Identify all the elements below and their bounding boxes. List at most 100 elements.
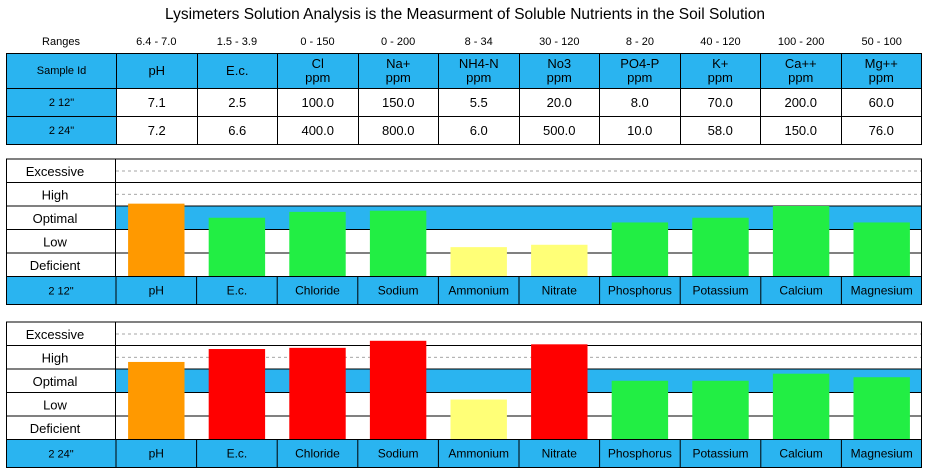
nutrient-table: Sample Id pH E.c. Cl ppm Na+ ppm NH4-N ppm No3 ppm… [6, 53, 922, 145]
column-header-unit: ppm [305, 70, 331, 85]
chart-sample-2-12: Deficient Low Optimal High Excessive 2 12" pH E… [6, 158, 922, 305]
level-label: Low [43, 397, 67, 412]
range-6: 30 - 120 [539, 36, 580, 48]
value-cell: 2.5 [196, 88, 278, 117]
range-1: 6.4 - 7.0 [136, 36, 177, 48]
bar [853, 377, 910, 440]
sample-id-label: 2 24" [48, 449, 73, 461]
level-label: Optimal [33, 211, 78, 226]
column-header-name: E.c. [226, 63, 249, 78]
value-cell: 150.0 [760, 116, 842, 145]
category-label: Sodium [378, 284, 419, 298]
category-label: Chloride [295, 284, 340, 298]
column-header-name: Ca++ [784, 56, 817, 71]
sample-id-header: Sample Id [6, 53, 117, 89]
category-label: Nitrate [542, 447, 578, 461]
bar [531, 344, 588, 440]
value-cell: 8.0 [599, 88, 681, 117]
bar [128, 203, 185, 277]
footer-row [6, 439, 922, 468]
sample-id-cell: 2 12" [6, 88, 117, 117]
bar [450, 247, 507, 277]
sample-id-cell: 2 24" [6, 116, 117, 145]
value-cell: 60.0 [840, 88, 922, 117]
value-cell: 6.0 [438, 116, 520, 145]
value-cell: 500.0 [518, 116, 600, 145]
category-label: Nitrate [542, 284, 578, 298]
column-header: Ca++ ppm [760, 53, 842, 89]
value-cell: 70.0 [679, 88, 761, 117]
bar [611, 222, 669, 277]
column-header-name: Mg++ [864, 56, 898, 71]
category-label: Phosphorus [608, 284, 672, 298]
value-cell: 20.0 [518, 88, 600, 117]
category-label: Calcium [779, 447, 822, 461]
bar [369, 210, 427, 277]
category-label: Magnesium [851, 447, 913, 461]
column-header-unit: ppm [627, 70, 653, 85]
range-10: 50 - 100 [861, 36, 902, 48]
column-header-name: No3 [547, 56, 572, 71]
column-header-unit: ppm [466, 70, 492, 85]
bar [611, 380, 669, 440]
value-cell: 58.0 [679, 116, 761, 145]
column-header-name: Na+ [386, 56, 411, 71]
value-cell: 5.5 [438, 88, 520, 117]
level-label: High [42, 350, 69, 365]
sample-id-label: 2 12" [48, 286, 73, 298]
column-header-unit: ppm [385, 70, 411, 85]
level-label: Deficient [30, 421, 81, 436]
category-label: Phosphorus [608, 447, 672, 461]
column-header: PO4-P ppm [599, 53, 681, 89]
category-label: Ammonium [448, 284, 509, 298]
column-header-unit: ppm [707, 70, 733, 85]
bar [853, 222, 910, 277]
level-label: Excessive [26, 164, 85, 179]
value-cell: 200.0 [760, 88, 842, 117]
bar [531, 244, 588, 277]
table-row: 2 12" 7.1 2.5 100.0 150.0 5.5 20.0 8.0 70.0 200.0… [6, 88, 922, 117]
level-label: Deficient [30, 258, 81, 273]
bar [450, 399, 507, 440]
column-header: Cl ppm [277, 53, 359, 89]
bar [208, 349, 266, 440]
category-label: pH [149, 284, 164, 298]
column-header: Mg++ ppm [840, 53, 922, 89]
column-header-name: Cl [311, 56, 324, 71]
bar [128, 361, 185, 440]
bar [289, 211, 346, 277]
column-header-unit: ppm [788, 70, 814, 85]
value-cell: 7.2 [116, 116, 198, 145]
bar [369, 340, 427, 440]
column-header-unit: ppm [868, 70, 894, 85]
page-title: Lysimeters Solution Analysis is the Meas… [165, 6, 765, 23]
column-header-unit: ppm [546, 70, 572, 85]
category-label: E.c. [227, 284, 248, 298]
ranges-row: Ranges 6.4 - 7.0 1.5 - 3.9 0 - 150 0 - 200 8 … [0, 36, 930, 52]
column-header: NH4-N ppm [438, 53, 520, 89]
range-4: 0 - 200 [380, 36, 416, 48]
category-label: Sodium [378, 447, 419, 461]
column-header: pH [116, 53, 198, 89]
category-label: Calcium [779, 284, 822, 298]
chart-sample-2-24: Deficient Low Optimal High Excessive 2 24" pH E… [6, 321, 922, 468]
range-3: 0 - 150 [300, 36, 335, 48]
column-header-name: NH4-N [458, 56, 499, 71]
bar [289, 347, 346, 440]
value-cell: 76.0 [840, 116, 922, 145]
category-label: E.c. [227, 447, 248, 461]
bar [692, 380, 749, 440]
column-header: E.c. [196, 53, 278, 89]
level-label: Excessive [26, 327, 85, 342]
range-8: 40 - 120 [700, 36, 741, 48]
value-cell: 100.0 [277, 88, 359, 117]
ranges-label: Ranges [42, 36, 80, 48]
bar [772, 373, 830, 440]
column-header: No3 ppm [518, 53, 600, 89]
value-cell: 800.0 [357, 116, 439, 145]
column-header-name: PO4-P [620, 56, 660, 71]
column-header: Na+ ppm [357, 53, 439, 89]
level-label: Optimal [33, 374, 78, 389]
level-label: High [42, 187, 69, 202]
range-2: 1.5 - 3.9 [216, 36, 258, 48]
